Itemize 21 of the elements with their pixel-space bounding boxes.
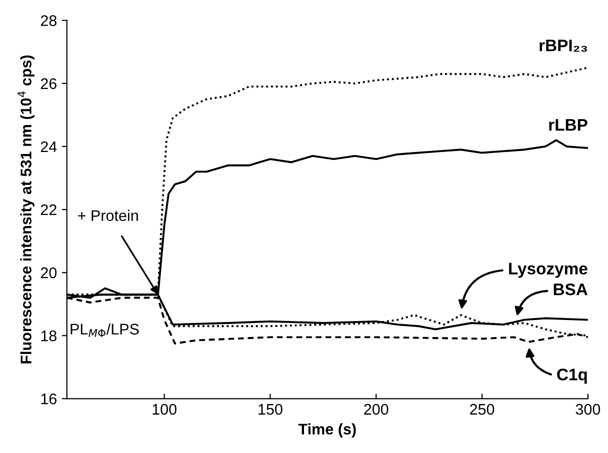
series-label: rLBP: [549, 119, 588, 131]
x-tick-label: 150: [258, 404, 282, 415]
x-tick-label: 200: [364, 404, 388, 415]
y-tick-label: 24: [40, 141, 57, 152]
x-tick-label: 100: [152, 404, 176, 415]
annotation: PL$_{MΦ}$/LPS: [70, 323, 139, 337]
x-tick-label: 300: [576, 404, 600, 415]
text: Lysozyme: [509, 262, 588, 278]
y-tick-label: 18: [41, 330, 56, 342]
annotation: + Protein: [78, 210, 138, 222]
y-tick-label: 20: [40, 267, 57, 278]
y-tick-label: 22: [40, 204, 56, 216]
x-tick-label: 250: [470, 404, 494, 415]
y-axis-title: Fluorescence intensity at 531 nm (10$^{4}$ cps): [18, 55, 34, 364]
x-axis-title: Time (s): [298, 423, 356, 438]
y-tick-label: 16: [41, 394, 56, 404]
series-label: BSA: [554, 284, 588, 296]
y-tick-label: 26: [40, 78, 56, 90]
series-label: C1q: [557, 368, 587, 384]
y-tick-label: 28: [40, 15, 56, 26]
series-label: rBPI₂₃: [540, 40, 587, 52]
